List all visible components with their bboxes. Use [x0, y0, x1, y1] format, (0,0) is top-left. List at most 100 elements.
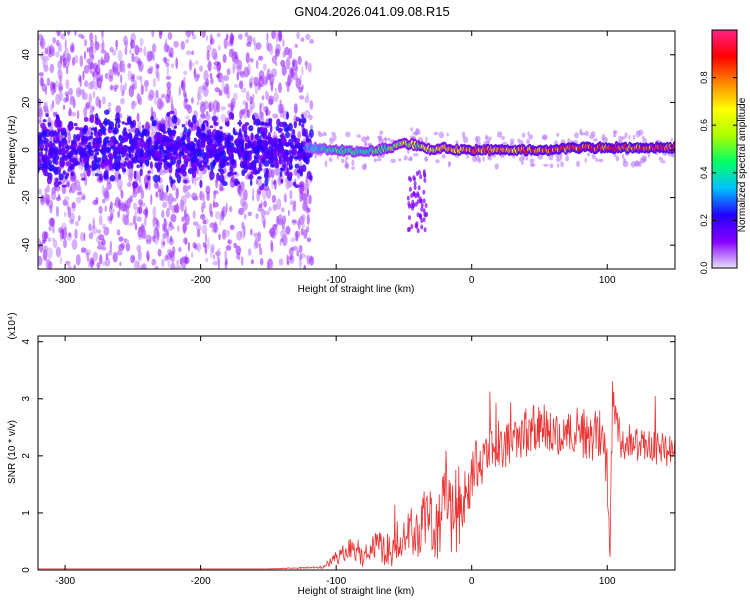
spectrogram-cell — [166, 112, 171, 117]
spectrogram-cell — [373, 158, 377, 163]
spectrogram-cell — [252, 140, 258, 148]
spectrogram-cell — [196, 224, 202, 232]
spectrogram-cell — [413, 176, 416, 182]
spectrogram-cell — [555, 157, 562, 163]
x-tick-label: -100 — [326, 275, 346, 286]
spectrogram-cell — [70, 157, 77, 161]
spectrogram-cell — [166, 87, 172, 99]
spectrogram-cell — [234, 180, 241, 185]
x-tick-label: -300 — [55, 576, 75, 587]
spectrogram-cell — [269, 44, 274, 56]
x-tick-label: -200 — [191, 275, 211, 286]
spectrogram-cell — [157, 248, 162, 257]
spectrogram-cell — [279, 239, 282, 246]
spectrogram-cell — [102, 198, 106, 204]
spectrogram-cell — [157, 95, 160, 107]
spectrogram-cell — [285, 131, 290, 139]
spectrogram-cell — [197, 93, 202, 102]
spectrogram-cell — [127, 132, 133, 140]
spectrogram-cell — [261, 183, 265, 187]
spectrogram-cell — [344, 164, 349, 168]
spectrogram-cell — [64, 149, 68, 155]
spectrogram-cell — [155, 163, 162, 171]
spectrogram-cell — [420, 224, 424, 230]
spectrogram-cell — [119, 59, 125, 68]
spectrogram-cell — [51, 46, 55, 57]
spectrogram-cell — [147, 253, 150, 263]
spectrogram-cell — [56, 31, 61, 37]
spectrogram-cell — [240, 197, 246, 207]
spectrogram-cell — [297, 55, 302, 65]
x-tick-label: 100 — [599, 275, 616, 286]
spectrogram-cell — [280, 229, 287, 239]
spectrogram-cell — [173, 40, 179, 48]
spectrogram-cell — [212, 159, 216, 167]
spectrogram-cell — [212, 65, 218, 70]
spectrogram-cell — [363, 163, 367, 170]
spectrogram-cell — [77, 33, 84, 38]
spectrogram-cell — [522, 156, 525, 160]
spectrogram-cell — [65, 79, 70, 90]
spectrogram-cell — [209, 72, 213, 79]
spectrogram-cell — [259, 102, 262, 115]
spectrogram-cell — [113, 84, 119, 90]
spectrogram-cell — [220, 106, 226, 111]
spectrogram-cell — [270, 264, 274, 269]
spectrogram-cell — [56, 135, 60, 143]
spectrogram-cell — [108, 163, 114, 171]
spectrogram-cell — [433, 131, 439, 136]
spectrogram-cell — [356, 134, 361, 138]
spectrogram-cell — [192, 114, 197, 124]
spectrogram-cell — [541, 135, 548, 140]
spectrogram-cell — [275, 143, 279, 149]
spectrogram-cell — [623, 157, 627, 164]
spectrogram-cell — [216, 32, 221, 38]
spectrogram-cell — [253, 76, 259, 87]
figure-title: GN04.2026.041.09.08.R15 — [294, 4, 449, 19]
spectrogram-cell — [131, 161, 134, 170]
spectrogram-cell — [58, 82, 63, 93]
spectrogram-cell — [281, 64, 287, 76]
spectrogram-cell — [80, 247, 87, 253]
spectrogram-cell — [166, 195, 172, 205]
spectrogram-cell — [134, 222, 138, 231]
spectrogram-cell — [69, 174, 76, 183]
spectrogram-cell — [213, 190, 217, 200]
spectrogram-cell — [521, 161, 524, 165]
spectrogram-cell — [139, 140, 146, 149]
spectrogram-cell — [145, 121, 151, 131]
spectrogram-cell — [104, 109, 110, 115]
spectrogram-cell — [296, 141, 300, 147]
spectrogram-cell — [138, 227, 144, 238]
spectrogram-cell — [212, 254, 216, 260]
spectrogram-cell — [278, 31, 282, 42]
spectrogram-cell — [162, 201, 168, 209]
spectrogram-cell — [184, 213, 190, 226]
spectrogram-cell — [198, 191, 205, 201]
spectrogram-cell — [266, 40, 269, 51]
spectrogram-cell — [364, 141, 367, 148]
spectrogram-cell — [309, 255, 314, 266]
spectrogram-cell — [223, 37, 228, 50]
spectrogram-cell — [298, 245, 303, 253]
spectrogram-cell — [584, 130, 589, 137]
spectrogram-cell — [166, 66, 169, 77]
spectrogram-cell — [291, 136, 297, 143]
spectrogram-cell — [227, 239, 232, 245]
spectrogram-cell — [525, 155, 529, 161]
spectrogram-cell — [120, 74, 123, 84]
spectrogram-cell — [268, 95, 274, 105]
spectrogram-cell — [50, 191, 57, 201]
spectrogram-cell — [175, 167, 182, 173]
spectrogram-cell — [64, 260, 71, 266]
spectrogram-cell — [184, 115, 190, 120]
spectrogram-cell — [265, 136, 270, 140]
spectrogram-cell — [101, 126, 107, 133]
spectrogram-cell — [52, 111, 57, 117]
snr-y-ticks: 0 1 2 3 4 — [21, 338, 675, 573]
spectrogram-cell — [255, 146, 261, 152]
spectrogram-cell — [247, 248, 252, 256]
spectrogram-cell — [108, 75, 114, 82]
spectrogram-cell — [137, 250, 142, 261]
spectrogram-cell — [416, 193, 420, 199]
